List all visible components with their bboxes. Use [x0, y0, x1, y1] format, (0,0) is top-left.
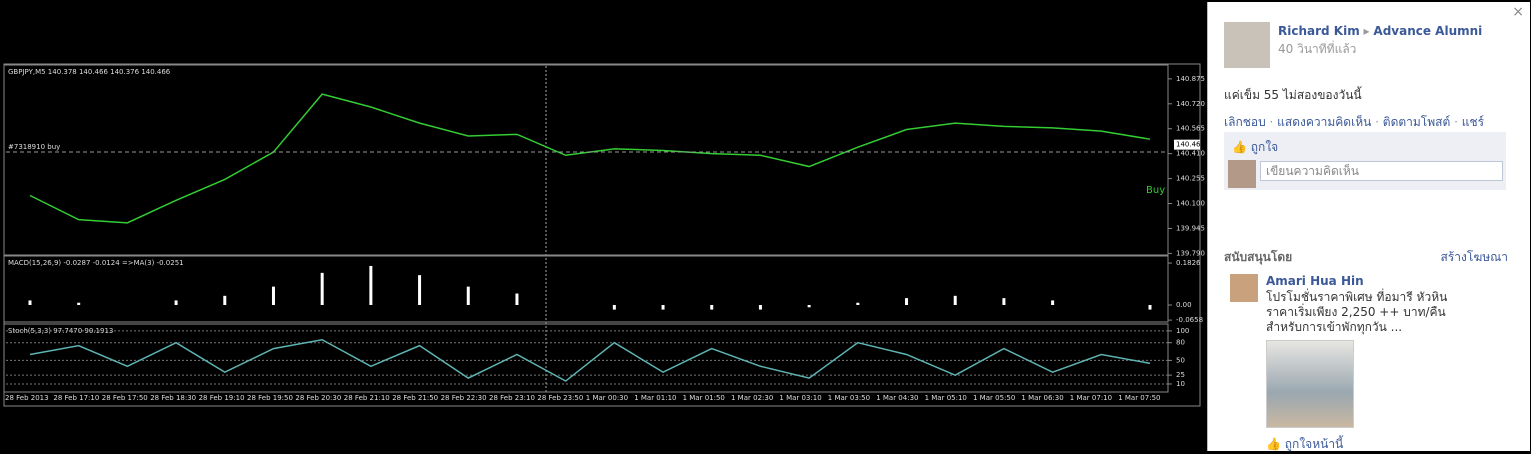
y-tick-label: 140.100 [1176, 200, 1205, 208]
series-line [29, 93, 1151, 224]
action-link[interactable]: แสดงความคิดเห็น [1277, 115, 1372, 129]
like-label[interactable]: ถูกใจ [1250, 140, 1279, 154]
y-tick-label: 25 [1176, 371, 1185, 379]
x-tick-label: 28 Feb 18:30 [150, 394, 196, 402]
feedback-box: 👍 ถูกใจ เขียนความคิดเห็น [1224, 132, 1506, 190]
action-link[interactable]: แชร์ [1461, 115, 1485, 129]
x-tick-label: 1 Mar 07:10 [1070, 394, 1112, 402]
current-price-label: 140.466 [1176, 141, 1205, 149]
x-tick-label: 28 Feb 23:10 [489, 394, 535, 402]
like-count[interactable]: 👍 ถูกใจ [1232, 140, 1279, 154]
panel-frame [3, 323, 1169, 393]
post-text: แค่เข็ม 55 ไม่สองของวันนี้ [1224, 88, 1362, 102]
x-tick-label: 28 Feb 19:10 [199, 394, 245, 402]
author[interactable]: Richard Kim [1278, 24, 1360, 38]
action-link[interactable]: เลิกชอบ [1224, 115, 1266, 129]
x-tick-label: 1 Mar 01:10 [634, 394, 676, 402]
facebook-panel: × Richard Kim ▸ Advance Alumni 40 วินาที… [1207, 2, 1530, 451]
trading-chart: GBPJPY,M5 140.378 140.466 140.376 140.46… [3, 63, 1205, 407]
panel-frame [3, 255, 1169, 323]
x-tick-label: 28 Feb 17:50 [102, 394, 148, 402]
separator: · [1371, 115, 1383, 129]
order-label: #7318910 buy [8, 143, 60, 151]
panel-title: Stoch(5,3,3) 97.7470 90.1913 [8, 327, 113, 335]
x-tick-label: 1 Mar 05:50 [973, 394, 1015, 402]
buy-label: Buy [1146, 185, 1165, 196]
x-tick-label: 28 Feb 19:50 [247, 394, 293, 402]
group[interactable]: Advance Alumni [1373, 24, 1483, 38]
x-tick-label: 28 Feb 21:50 [392, 394, 438, 402]
x-tick-label: 28 Feb 20:30 [295, 394, 341, 402]
create-ad[interactable]: สร้างโฆษณา [1440, 250, 1509, 264]
y-tick-label: -0.0658 [1176, 316, 1203, 324]
x-tick-label: 28 Feb 2013 [5, 394, 49, 402]
x-tick-label: 28 Feb 21:10 [344, 394, 390, 402]
y-tick-label: 139.790 [1176, 249, 1205, 257]
y-tick-label: 140.565 [1176, 125, 1205, 133]
panel-title: GBPJPY,M5 140.378 140.466 140.376 140.46… [8, 68, 171, 76]
action-link[interactable]: ติดตามโพสต์ [1382, 115, 1451, 129]
y-tick-label: 140.720 [1176, 100, 1205, 108]
x-tick-label: 28 Feb 22:30 [441, 394, 487, 402]
x-tick-label: 1 Mar 01:50 [683, 394, 725, 402]
x-tick-label: 1 Mar 06:30 [1021, 394, 1063, 402]
close-button[interactable]: × [1512, 4, 1524, 20]
ad-title[interactable]: Amari Hua Hin [1266, 274, 1364, 288]
arrow: ▸ [1363, 24, 1370, 38]
y-tick-label: 139.945 [1176, 224, 1205, 232]
series-line [29, 338, 1151, 382]
y-tick-label: 0.1826 [1176, 259, 1201, 267]
y-tick-label: 140.255 [1176, 175, 1205, 183]
x-tick-label: 1 Mar 04:30 [876, 394, 918, 402]
x-tick-label: 1 Mar 03:10 [779, 394, 821, 402]
commenter-avatar [1228, 160, 1256, 188]
ad-text[interactable]: โปรโมชั่นราคาพิเศษ ที่อมารี หัวหิน ราคาเ… [1266, 290, 1448, 334]
y-tick-label: 0.00 [1176, 301, 1192, 309]
separator: · [1450, 115, 1462, 129]
x-tick-label: 28 Feb 17:10 [53, 394, 99, 402]
y-tick-label: 80 [1176, 339, 1185, 347]
ad-image[interactable] [1266, 340, 1354, 428]
y-tick-label: 140.875 [1176, 75, 1205, 83]
x-tick-label: 1 Mar 00:30 [586, 394, 628, 402]
post-actions: เลิกชอบ · แสดงความคิดเห็น · ติดตามโพสต์ … [1224, 113, 1484, 132]
comment-input[interactable]: เขียนความคิดเห็น [1260, 161, 1503, 181]
y-tick-label: 50 [1176, 356, 1185, 364]
y-tick-label: 140.410 [1176, 150, 1205, 158]
chart-frame [3, 63, 1201, 407]
sponsored: สนับสนุนโดย [1224, 250, 1293, 264]
panel-frame [3, 64, 1169, 256]
y-tick-label: 100 [1176, 327, 1189, 335]
separator: · [1265, 115, 1278, 129]
x-tick-label: 28 Feb 23:50 [537, 394, 583, 402]
y-tick-label: 10 [1176, 380, 1185, 388]
x-tick-label: 1 Mar 03:50 [828, 394, 870, 402]
panel-title: MACD(15,26,9) -0.0287 -0.0124 =>MA(3) -0… [8, 259, 184, 267]
avatar[interactable] [1224, 22, 1270, 68]
ad-icon[interactable] [1230, 274, 1258, 302]
x-tick-label: 1 Mar 02:30 [731, 394, 773, 402]
x-tick-label: 1 Mar 07:50 [1118, 394, 1160, 402]
timestamp[interactable]: 40 วินาทีที่แล้ว [1278, 42, 1357, 56]
ad-like-label[interactable]: ถูกใจหน้านี้ [1284, 437, 1344, 451]
x-tick-label: 1 Mar 05:10 [925, 394, 967, 402]
current-price-box [1174, 139, 1200, 150]
ad-like[interactable]: 👍 ถูกใจหน้านี้ [1266, 437, 1344, 451]
